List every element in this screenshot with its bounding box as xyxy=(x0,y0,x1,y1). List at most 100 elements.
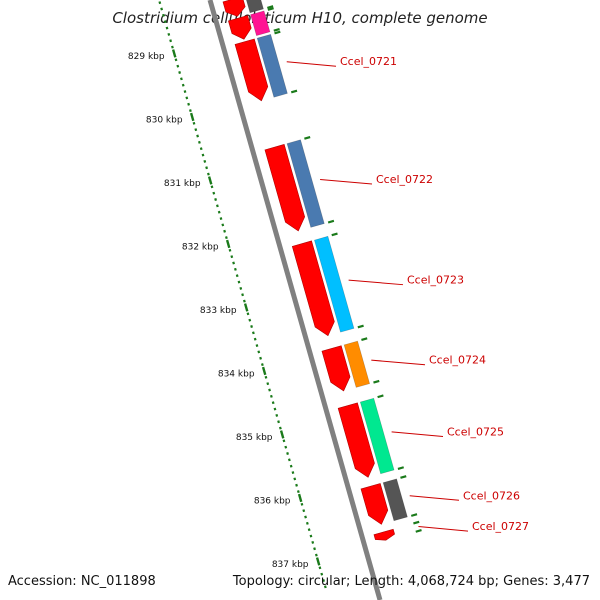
ruler-minor-tick xyxy=(194,128,198,132)
ruler-minor-tick xyxy=(192,121,196,125)
ruler-minor-tick xyxy=(158,1,162,5)
feature-boundary-tick xyxy=(273,28,280,32)
kbp-ruler: 829 kbp 830 kbp 831 kbp 832 kbp 833 kbp 834 k… xyxy=(128,1,327,589)
feature-boundary-tick xyxy=(400,475,407,479)
gene-locus-label[interactable]: Ccel_0722 xyxy=(376,173,433,186)
gene-arrow[interactable] xyxy=(373,528,395,541)
gene-arrow[interactable] xyxy=(228,15,252,40)
ruler-tick-label: 830 kbp xyxy=(146,116,183,126)
ruler-minor-tick xyxy=(171,45,174,49)
ruler-tick-label: 831 kbp xyxy=(164,179,201,189)
ruler-major-tick xyxy=(243,303,249,312)
gene-locus-label[interactable]: Ccel_0724 xyxy=(429,354,486,367)
gene-locus-label[interactable]: Ccel_0726 xyxy=(463,489,520,502)
ruler-minor-tick xyxy=(187,102,190,106)
ruler-minor-tick xyxy=(241,293,244,297)
gene-arrow[interactable] xyxy=(234,38,269,102)
ruler-minor-tick xyxy=(248,318,252,322)
label-leader-line xyxy=(320,179,373,185)
ruler-tick-label: 833 kbp xyxy=(200,306,237,316)
ruler-minor-tick xyxy=(255,344,259,348)
ruler-tick-label: 836 kbp xyxy=(254,497,291,507)
ruler-minor-tick xyxy=(219,217,223,221)
feature-boundary-tick xyxy=(410,513,418,517)
ruler-major-tick xyxy=(297,493,303,503)
ruler-minor-tick xyxy=(269,394,273,398)
gene-arrow[interactable] xyxy=(360,483,389,525)
ruler-minor-tick xyxy=(305,521,309,525)
label-leader-line xyxy=(348,279,404,286)
feature-boundary-tick xyxy=(377,394,384,399)
ruler-minor-tick xyxy=(268,388,271,392)
ruler-minor-tick xyxy=(207,172,210,176)
gene-track xyxy=(222,0,422,541)
feature-boundary-tick xyxy=(397,466,405,470)
ruler-minor-tick xyxy=(311,540,315,544)
label-leader-line xyxy=(371,359,426,366)
cog-category-block xyxy=(246,0,264,14)
ruler-minor-tick xyxy=(323,585,327,589)
ruler-minor-tick xyxy=(162,13,165,17)
ruler-minor-tick xyxy=(214,198,217,201)
ruler-minor-tick xyxy=(230,255,234,259)
ruler-minor-tick xyxy=(295,483,298,487)
ruler-minor-tick xyxy=(271,401,275,405)
ruler-major-tick xyxy=(207,176,213,185)
cog-category-block xyxy=(286,139,325,228)
gene-locus-label[interactable]: Ccel_0723 xyxy=(407,274,464,287)
ruler-minor-tick xyxy=(266,382,270,386)
ruler-minor-tick xyxy=(216,204,219,208)
ruler-minor-tick xyxy=(225,236,228,240)
gene-arrow[interactable] xyxy=(337,402,375,478)
ruler-minor-tick xyxy=(205,166,208,170)
label-leader-line xyxy=(409,495,460,501)
gene-locus-label[interactable]: Ccel_0725 xyxy=(447,425,504,438)
ruler-minor-tick xyxy=(282,439,286,443)
ruler-minor-tick xyxy=(239,286,243,290)
ruler-minor-tick xyxy=(165,26,169,30)
ruler-minor-tick xyxy=(320,572,324,576)
ruler-minor-tick xyxy=(264,375,268,379)
gene-arrow[interactable] xyxy=(264,144,306,232)
ruler-minor-tick xyxy=(189,109,192,113)
gene-arrow[interactable] xyxy=(291,240,335,337)
feature-boundary-tick xyxy=(415,529,422,533)
ruler-minor-tick xyxy=(257,350,261,354)
ruler-minor-tick xyxy=(296,490,300,494)
gene-arrow[interactable] xyxy=(222,0,246,17)
ruler-minor-tick xyxy=(314,553,318,557)
ruler-minor-tick xyxy=(289,464,293,468)
feature-boundary-tick xyxy=(357,324,364,329)
ruler-tick-label: 832 kbp xyxy=(182,243,219,253)
ruler-minor-tick xyxy=(181,83,185,87)
gene-arrow[interactable] xyxy=(321,345,351,392)
ruler-tick-label: 835 kbp xyxy=(236,433,273,443)
label-leader-line xyxy=(418,526,469,532)
ruler-minor-tick xyxy=(278,426,282,430)
gene-locus-label[interactable]: Ccel_0727 xyxy=(472,520,529,533)
feature-boundary-tick xyxy=(304,135,311,140)
label-leader-line xyxy=(286,61,337,67)
ruler-minor-tick xyxy=(275,413,279,417)
ruler-minor-tick xyxy=(251,331,255,335)
cog-category-block xyxy=(256,33,288,98)
ruler-minor-tick xyxy=(199,147,203,151)
ruler-minor-tick xyxy=(302,509,306,513)
feature-boundary-tick xyxy=(274,30,281,35)
ruler-minor-tick xyxy=(284,445,288,449)
ruler-minor-tick xyxy=(212,191,216,195)
ruler-major-tick xyxy=(315,557,321,566)
ruler-minor-tick xyxy=(293,477,297,481)
cog-category-block xyxy=(250,10,271,37)
ruler-minor-tick xyxy=(223,229,226,233)
gene-locus-label[interactable]: Ccel_0721 xyxy=(340,55,397,68)
ruler-minor-tick xyxy=(291,471,295,475)
ruler-tick-label: 829 kbp xyxy=(128,52,165,62)
ruler-minor-tick xyxy=(309,534,313,538)
cog-category-block xyxy=(359,397,395,475)
ruler-minor-tick xyxy=(235,274,239,278)
ruler-minor-tick xyxy=(160,7,164,11)
ruler-minor-tick xyxy=(246,312,250,316)
genome-title: Clostridium cellulolyticum H10, complete… xyxy=(112,9,488,27)
